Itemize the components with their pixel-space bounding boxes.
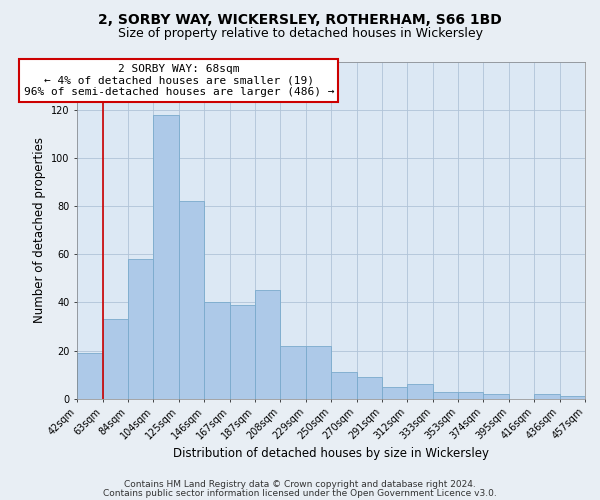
X-axis label: Distribution of detached houses by size in Wickersley: Distribution of detached houses by size … — [173, 447, 489, 460]
Bar — [356, 377, 382, 399]
Bar — [306, 346, 331, 399]
Text: Size of property relative to detached houses in Wickersley: Size of property relative to detached ho… — [118, 28, 482, 40]
Bar — [128, 259, 154, 399]
Bar — [204, 302, 230, 399]
Bar — [77, 353, 103, 399]
Bar — [331, 372, 356, 399]
Bar — [280, 346, 306, 399]
Text: Contains HM Land Registry data © Crown copyright and database right 2024.: Contains HM Land Registry data © Crown c… — [124, 480, 476, 489]
Bar — [560, 396, 585, 399]
Bar — [255, 290, 280, 399]
Bar — [230, 305, 255, 399]
Text: 2 SORBY WAY: 68sqm
← 4% of detached houses are smaller (19)
96% of semi-detached: 2 SORBY WAY: 68sqm ← 4% of detached hous… — [23, 64, 334, 97]
Text: Contains public sector information licensed under the Open Government Licence v3: Contains public sector information licen… — [103, 488, 497, 498]
Bar — [458, 392, 484, 399]
Y-axis label: Number of detached properties: Number of detached properties — [32, 137, 46, 323]
Bar — [407, 384, 433, 399]
Bar — [484, 394, 509, 399]
Bar — [433, 392, 458, 399]
Bar — [382, 387, 407, 399]
Text: 2, SORBY WAY, WICKERSLEY, ROTHERHAM, S66 1BD: 2, SORBY WAY, WICKERSLEY, ROTHERHAM, S66… — [98, 12, 502, 26]
Bar — [534, 394, 560, 399]
Bar — [103, 320, 128, 399]
Bar — [179, 202, 204, 399]
Bar — [154, 114, 179, 399]
